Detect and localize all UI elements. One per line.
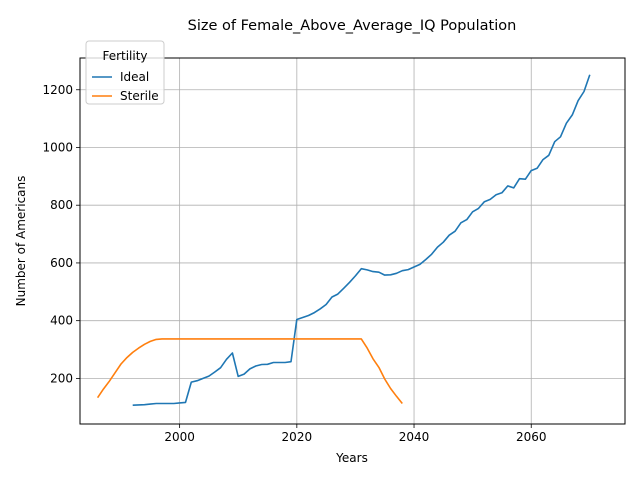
y-tick-label: 800 bbox=[50, 198, 73, 212]
y-tick-label: 200 bbox=[50, 371, 73, 385]
series-line-sterile bbox=[96, 338, 403, 405]
y-tick-label: 400 bbox=[50, 314, 73, 328]
x-tick-label: 2000 bbox=[164, 430, 195, 444]
legend-label-ideal: Ideal bbox=[120, 70, 149, 84]
y-tick-label: 1000 bbox=[42, 140, 73, 154]
x-axis-ticks: 2000 2020 2040 2060 bbox=[164, 424, 547, 444]
y-tick-label: 600 bbox=[50, 256, 73, 270]
x-axis-label: Years bbox=[335, 451, 368, 465]
series-line-ideal bbox=[132, 74, 591, 406]
legend: Fertility Ideal Sterile bbox=[85, 40, 165, 105]
plot-area-frame bbox=[79, 57, 626, 425]
legend-title: Fertility bbox=[102, 49, 147, 63]
chart-title: Size of Female_Above_Average_IQ Populati… bbox=[188, 18, 517, 34]
legend-box bbox=[85, 40, 165, 105]
x-tick-label: 2040 bbox=[399, 430, 430, 444]
series-lines bbox=[96, 74, 591, 406]
y-axis-label: Number of Americans bbox=[14, 176, 28, 307]
y-tick-label: 1200 bbox=[42, 83, 73, 97]
y-axis-ticks: 200 400 600 800 1000 1200 bbox=[42, 83, 80, 385]
gridlines bbox=[80, 58, 625, 424]
x-tick-label: 2020 bbox=[282, 430, 313, 444]
x-tick-label: 2060 bbox=[516, 430, 547, 444]
legend-label-sterile: Sterile bbox=[120, 89, 159, 103]
